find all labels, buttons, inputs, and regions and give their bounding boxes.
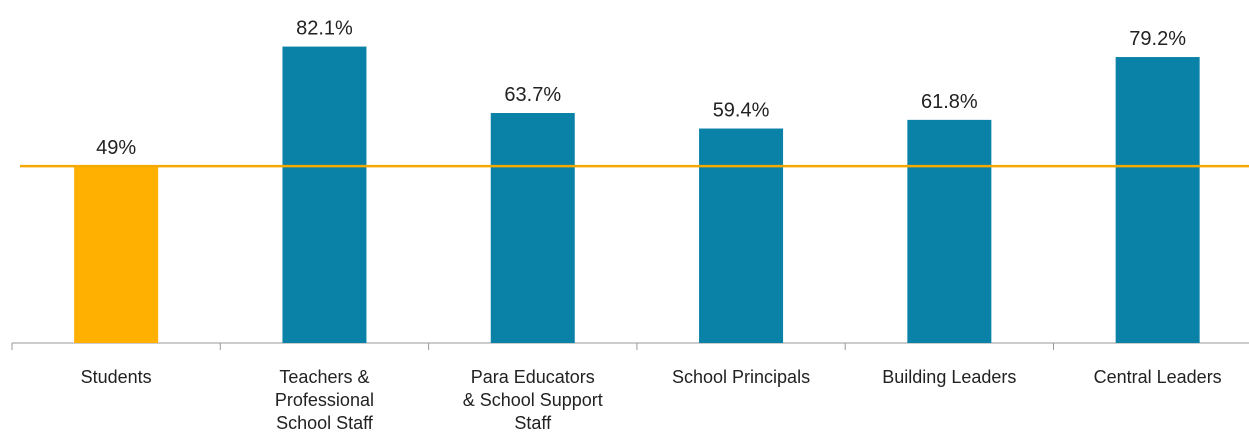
value-label: 82.1% <box>296 18 353 40</box>
bar <box>490 113 575 343</box>
bar <box>1115 57 1200 343</box>
x-tick-label: Central Leaders <box>1094 367 1222 387</box>
bar <box>699 128 784 343</box>
value-label: 49% <box>96 137 136 159</box>
x-tick-label: Teachers & Professional School Staff <box>275 367 374 433</box>
value-label: 61.8% <box>921 91 978 113</box>
x-tick-label: Students <box>81 367 152 387</box>
bar <box>282 46 367 343</box>
bar <box>907 119 992 343</box>
value-label: 59.4% <box>713 100 770 122</box>
x-tick-label: Building Leaders <box>882 367 1016 387</box>
value-label: 63.7% <box>504 84 561 106</box>
bar <box>74 166 159 343</box>
x-tick-label: Para Educators & School Support Staff <box>463 367 603 433</box>
x-tick-label: School Principals <box>672 367 810 387</box>
value-label: 79.2% <box>1129 28 1186 50</box>
